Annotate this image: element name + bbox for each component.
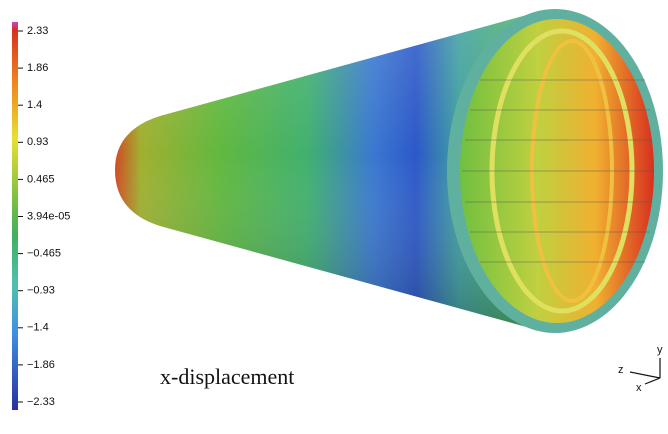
colorbar-label: 0.93	[27, 136, 48, 148]
colorbar-ticks: 2.33 1.86 1.4 0.93 0.465 3.94e-05 −0.465 −0.93 −…	[18, 25, 70, 408]
colorbar-label: 1.4	[27, 99, 42, 111]
colorbar	[12, 22, 18, 410]
axis-label: z	[618, 364, 624, 376]
colorbar-label: −1.4	[27, 322, 49, 334]
colorbar-label: −0.93	[27, 285, 55, 297]
colorbar-label: −0.465	[27, 248, 61, 260]
caption: x-displacement	[160, 364, 294, 389]
colorbar-label: −1.86	[27, 359, 55, 371]
axes-triad	[629, 358, 661, 385]
axis-label: x	[636, 382, 642, 394]
cone-shading	[115, 10, 545, 332]
axis-label: y	[657, 344, 663, 356]
colorbar-label: 0.465	[27, 173, 55, 185]
colorbar-label: 2.33	[27, 25, 48, 37]
stiffeners	[462, 79, 654, 263]
colorbar-label: 1.86	[27, 62, 48, 74]
colorbar-label: 3.94e-05	[27, 210, 70, 222]
colorbar-label: −2.33	[27, 396, 55, 408]
